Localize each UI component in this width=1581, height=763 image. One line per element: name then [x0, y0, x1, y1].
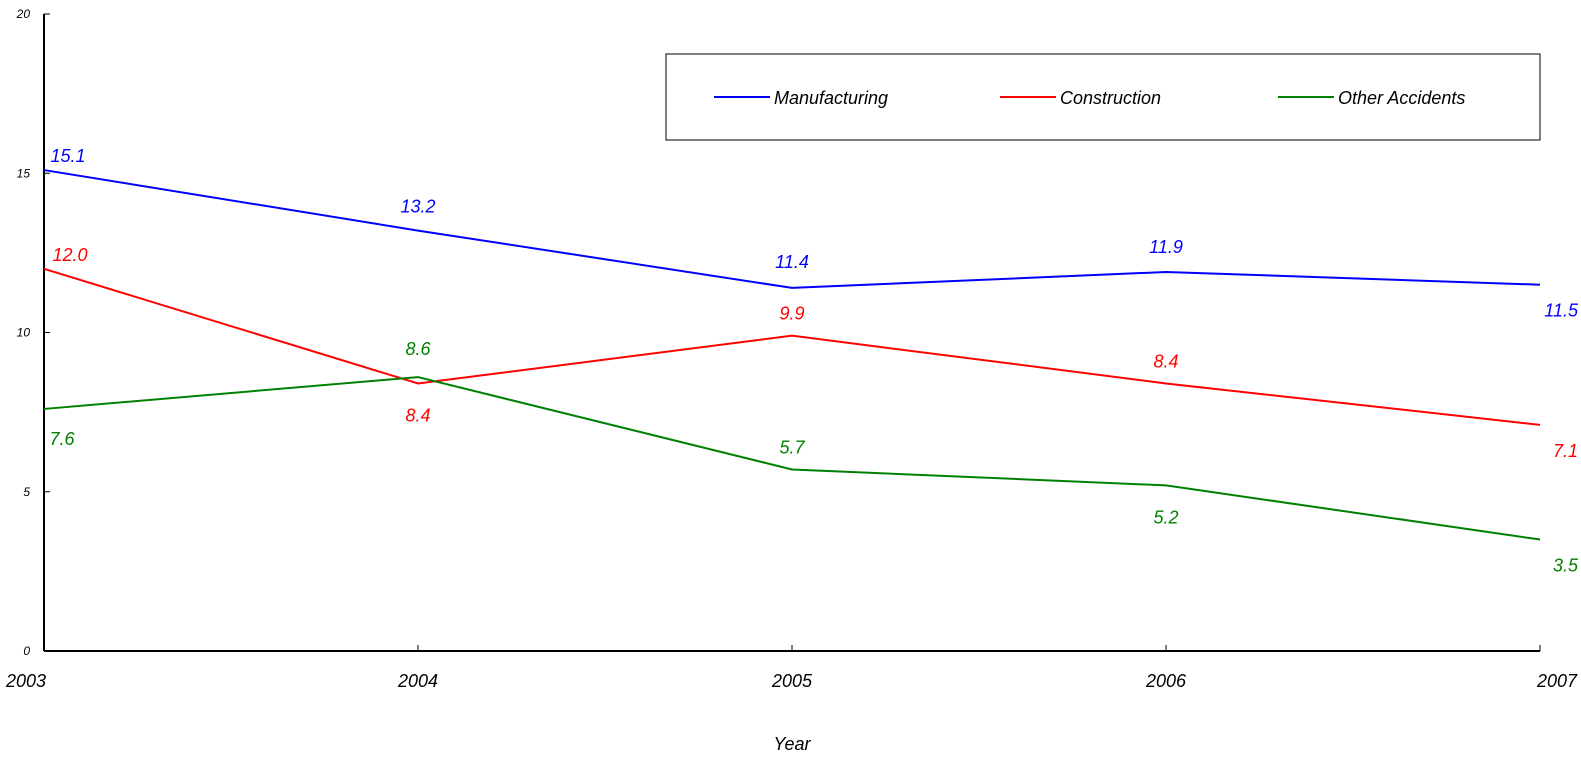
- series-line-2: [43, 376, 1541, 541]
- data-label: 8.4: [1153, 351, 1178, 371]
- y-ticks: 0 5 10 15 20: [16, 7, 50, 658]
- legend-box: [665, 53, 1541, 141]
- data-label: 13.2: [400, 197, 435, 217]
- x-tick-label: 2007: [1536, 671, 1578, 691]
- data-label: 7.6: [49, 429, 75, 449]
- series-lines: [43, 169, 1541, 541]
- x-tick-label: 2006: [1145, 671, 1187, 691]
- data-label: 5.2: [1153, 507, 1178, 527]
- data-label: 11.9: [1149, 237, 1183, 257]
- legend-label: Construction: [1060, 88, 1161, 108]
- y-tick-label: 5: [23, 485, 30, 499]
- x-ticks: 2003 2004 2005 2006 2007: [5, 645, 1578, 691]
- data-label: 5.7: [779, 437, 805, 457]
- x-axis-title: Year: [773, 734, 811, 754]
- y-tick-label: 20: [16, 7, 31, 21]
- legend: Manufacturing Construction Other Accidents: [665, 53, 1541, 141]
- y-tick-label: 15: [17, 166, 31, 180]
- data-label: 3.5: [1553, 556, 1579, 576]
- series-line-1: [43, 267, 1541, 426]
- data-label: 8.6: [405, 339, 431, 359]
- data-label: 11.5: [1544, 301, 1579, 321]
- y-tick-label: 0: [23, 644, 30, 658]
- data-label: 11.4: [775, 252, 809, 272]
- x-tick-label: 2003: [5, 671, 46, 691]
- x-tick-label: 2004: [397, 671, 438, 691]
- data-labels: 15.1 13.2 11.4 11.9 11.5 12.0 8.4 9.9 8.4 7.1 7.6 8…: [49, 146, 1578, 575]
- series-line-0: [43, 169, 1541, 289]
- x-tick-label: 2005: [771, 671, 813, 691]
- legend-label: Other Accidents: [1338, 88, 1465, 108]
- y-tick-label: 10: [17, 326, 31, 340]
- legend-label: Manufacturing: [774, 88, 888, 108]
- data-label: 8.4: [405, 405, 430, 425]
- data-label: 9.9: [779, 304, 804, 324]
- data-label: 12.0: [52, 245, 87, 265]
- data-label: 7.1: [1553, 441, 1578, 461]
- data-label: 15.1: [50, 146, 85, 166]
